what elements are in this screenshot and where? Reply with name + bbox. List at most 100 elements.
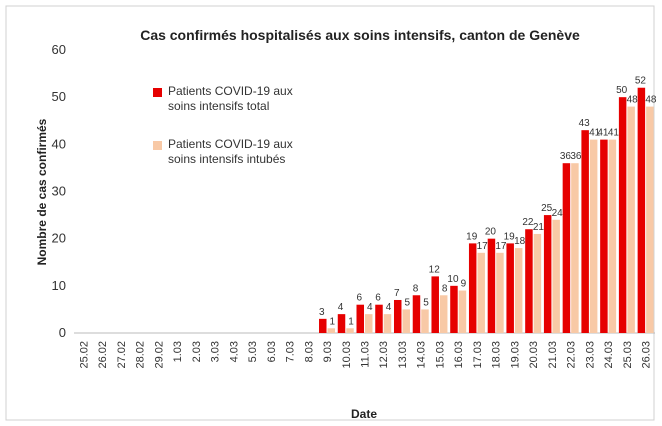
data-label: 48 <box>645 95 657 106</box>
bar <box>646 106 654 333</box>
data-label: 17 <box>477 241 489 252</box>
data-label: 10 <box>447 274 459 285</box>
bar <box>487 238 496 333</box>
x-tick-label: 19.03 <box>509 341 521 369</box>
y-tick-label: 50 <box>52 89 66 104</box>
x-tick-label: 20.03 <box>528 341 540 369</box>
legend-swatch <box>153 141 162 150</box>
bar <box>431 276 439 333</box>
y-tick-label: 0 <box>59 325 66 340</box>
data-label: 41 <box>589 128 601 139</box>
y-tick-label: 40 <box>52 136 66 151</box>
bar <box>319 318 327 333</box>
bar <box>525 229 533 333</box>
x-tick-label: 11.03 <box>360 341 372 368</box>
bar <box>496 252 504 333</box>
legend-swatch <box>153 88 162 97</box>
data-label: 21 <box>533 222 545 233</box>
x-tick-label: 18.03 <box>491 341 503 369</box>
x-tick-label: 26.02 <box>97 341 109 369</box>
data-label: 20 <box>485 227 497 238</box>
bar <box>468 243 477 333</box>
data-label: 8 <box>413 283 419 294</box>
data-label: 4 <box>386 302 392 313</box>
bar <box>421 309 429 333</box>
data-label: 36 <box>560 151 572 162</box>
bar <box>506 243 514 333</box>
y-tick-label: 20 <box>52 231 66 246</box>
bar <box>562 163 571 333</box>
bar <box>589 139 598 333</box>
data-label: 7 <box>394 288 400 299</box>
data-label: 5 <box>423 297 429 308</box>
bar <box>327 328 336 333</box>
x-tick-label: 4.03 <box>228 341 240 362</box>
x-tick-label: 8.03 <box>303 341 315 362</box>
data-label: 9 <box>461 279 467 290</box>
data-label: 43 <box>579 118 591 129</box>
bar <box>581 130 589 333</box>
data-label: 50 <box>616 85 628 96</box>
bar <box>439 295 448 333</box>
data-label: 41 <box>608 128 620 139</box>
chart-title: Cas confirmés hospitalisés aux soins int… <box>140 27 580 43</box>
bar <box>365 314 373 333</box>
legend-label: Patients COVID-19 aux soins intensifs to… <box>168 84 293 113</box>
y-tick-label: 30 <box>52 184 66 199</box>
x-tick-label: 21.03 <box>547 341 559 369</box>
data-label: 22 <box>522 217 534 228</box>
x-tick-label: 23.03 <box>584 341 596 369</box>
bar <box>402 309 410 333</box>
x-tick-label: 25.02 <box>78 341 90 369</box>
bar <box>375 304 383 333</box>
bar <box>514 248 523 333</box>
data-label: 19 <box>504 231 516 242</box>
x-tick-label: 2.03 <box>191 341 203 362</box>
x-tick-label: 12.03 <box>378 341 390 369</box>
bar <box>543 215 552 333</box>
bar <box>458 290 467 333</box>
data-label: 4 <box>367 302 373 313</box>
data-label: 25 <box>541 203 553 214</box>
data-label: 24 <box>552 208 564 219</box>
x-tick-label: 13.03 <box>397 341 409 369</box>
x-tick-label: 10.03 <box>341 341 353 369</box>
bar <box>412 295 421 333</box>
bar <box>337 314 346 333</box>
data-label: 6 <box>375 293 381 304</box>
x-tick-label: 3.03 <box>210 341 222 362</box>
x-tick-label: 27.02 <box>116 341 128 369</box>
legend-label: Patients COVID-19 aux soins intensifs in… <box>168 137 293 166</box>
bar <box>608 139 617 333</box>
bar <box>618 97 627 334</box>
data-label: 18 <box>514 236 526 247</box>
data-label: 52 <box>635 76 647 87</box>
x-tick-label: 17.03 <box>472 341 484 369</box>
data-label: 5 <box>404 297 410 308</box>
x-tick-label: 22.03 <box>566 341 578 369</box>
data-label: 8 <box>442 283 448 294</box>
bar <box>600 139 608 333</box>
x-tick-label: 7.03 <box>285 341 297 362</box>
data-label: 48 <box>627 95 639 106</box>
data-label: 1 <box>348 316 354 327</box>
x-tick-label: 9.03 <box>322 341 334 362</box>
bar <box>533 233 542 333</box>
y-tick-label: 60 <box>52 42 66 57</box>
x-tick-label: 15.03 <box>434 341 446 369</box>
bar <box>450 285 458 333</box>
data-label: 41 <box>597 128 609 139</box>
y-tick-label: 10 <box>52 278 66 293</box>
bar <box>383 314 392 333</box>
bar <box>552 219 560 333</box>
x-tick-label: 25.03 <box>622 341 634 369</box>
data-label: 4 <box>338 302 344 313</box>
bar <box>393 299 402 333</box>
data-label: 3 <box>319 307 325 318</box>
data-label: 6 <box>356 293 362 304</box>
x-tick-label: 5.03 <box>247 341 259 362</box>
x-tick-label: 6.03 <box>266 341 278 362</box>
data-label: 12 <box>429 264 441 275</box>
